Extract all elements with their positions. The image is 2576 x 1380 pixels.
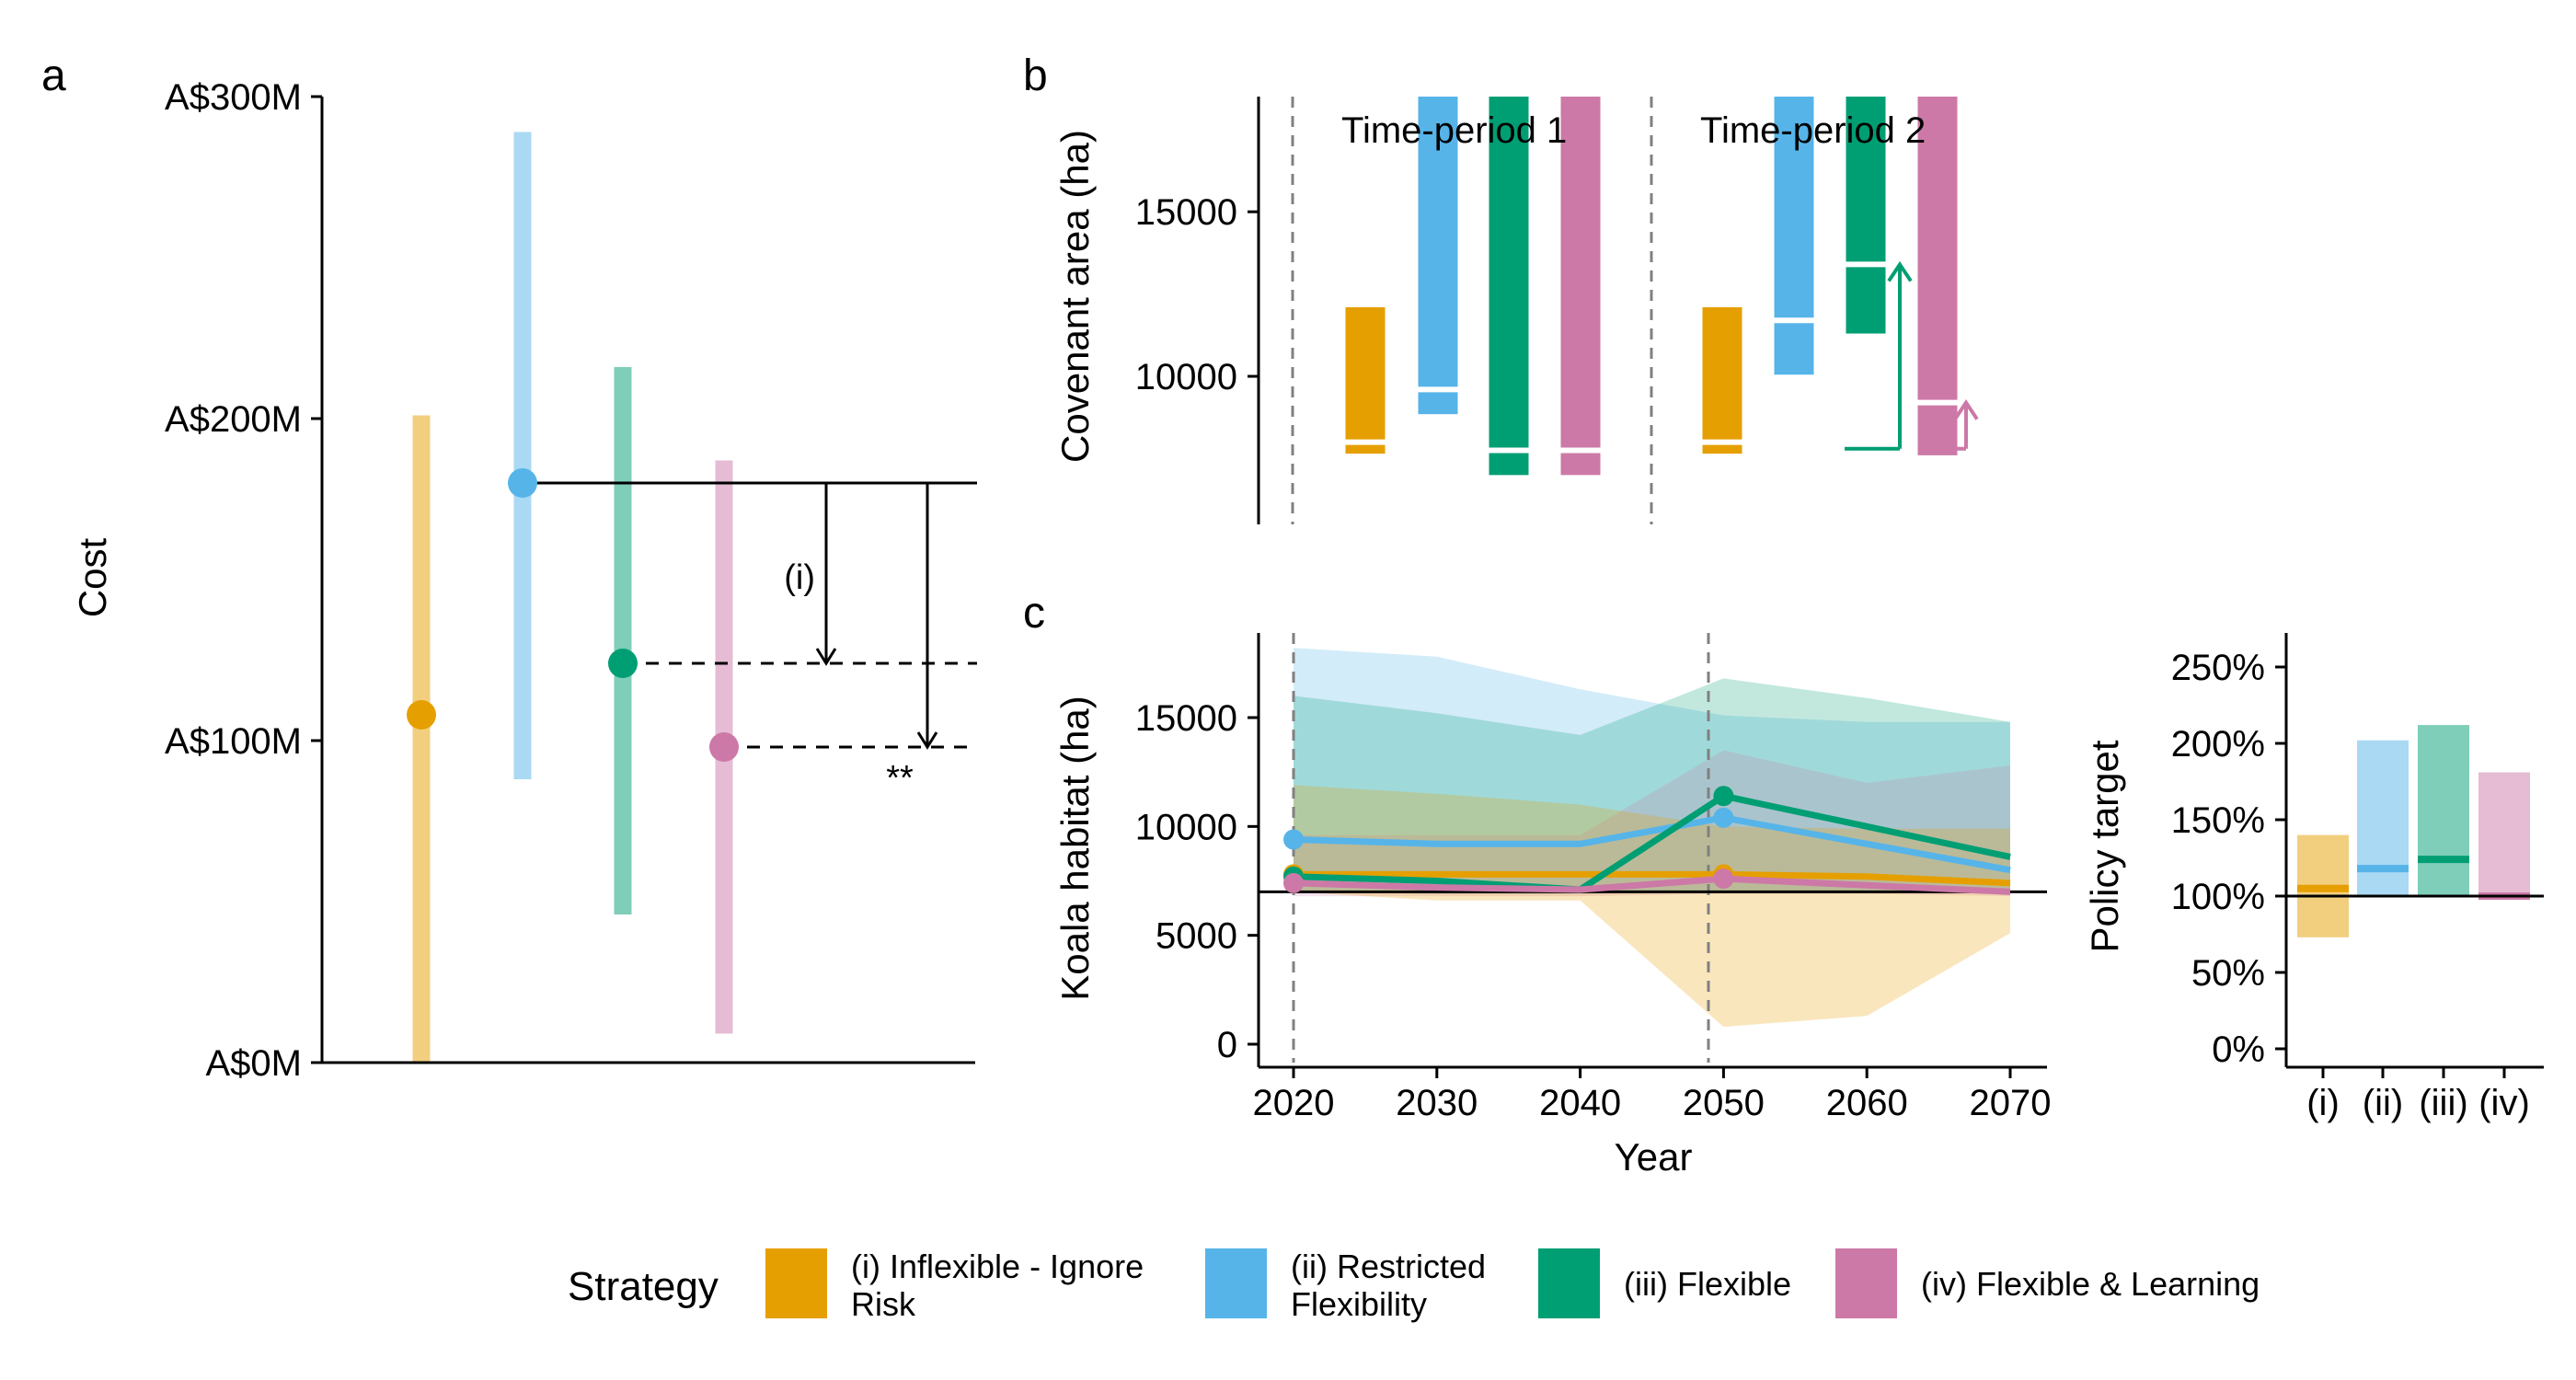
covenant-bar-p1-iv	[1560, 97, 1601, 476]
panel-a-y-axis-title: Cost	[71, 537, 114, 617]
habitat-point-iv-2050	[1713, 868, 1734, 890]
habitat-point-iii-2050	[1713, 786, 1734, 807]
covenant-bar-p2-ii	[1774, 97, 1814, 375]
covenant-bar-p1-ii	[1418, 97, 1458, 415]
panel-c-y-tick-label: 5000	[1156, 916, 1237, 957]
legend-label-ii: (ii) Restricted	[1291, 1248, 1486, 1285]
covenant-bar-p1-iii	[1489, 97, 1529, 476]
habitat-line-iv	[1293, 875, 2011, 895]
habitat-point-ii-2050	[1713, 807, 1734, 828]
habitat-ribbon-iv	[1294, 750, 2010, 897]
panel-b-y-tick-label: 10000	[1135, 357, 1237, 397]
legend-title: Strategy	[568, 1264, 719, 1309]
habitat-point-iv-2020	[1283, 872, 1304, 893]
panel-c-x-tick-label: 2030	[1396, 1083, 1478, 1123]
legend-item-iv: (iv) Flexible & Learning	[1835, 1248, 2260, 1318]
policy-bar-ii	[2357, 740, 2409, 896]
policy-y-tick-label: 0%	[2212, 1029, 2265, 1070]
legend-label-ii-line2: Flexibility	[1291, 1285, 1427, 1323]
policy-y-tick-label: 50%	[2191, 953, 2265, 994]
panel-c-x-tick-label: 2060	[1826, 1083, 1908, 1123]
panel-c-y-tick-label: 0	[1217, 1025, 1237, 1065]
policy-y-tick-label: 250%	[2171, 648, 2265, 688]
legend-label-i: (i) Inflexible - Ignore	[851, 1248, 1144, 1285]
legend-item-iii: (iii) Flexible	[1538, 1248, 1791, 1318]
policy-target-y-axis-title: Policy target	[2083, 740, 2126, 952]
panel-b-covenant-chart: b Time-period 1 Time-period 2 1000015000 …	[1023, 52, 1979, 524]
policy-x-tick-label: (iii)	[2419, 1083, 2467, 1123]
cost-arrow-i	[815, 483, 837, 666]
habitat-ribbon-ii	[1294, 648, 2010, 892]
panel-c-y-tick-label: 15000	[1135, 698, 1237, 739]
policy-bar-iii	[2418, 725, 2469, 896]
cost-annotation-i: (i)	[784, 558, 815, 597]
legend-swatch-iv	[1835, 1248, 1897, 1318]
policy-x-tick-label: (iv)	[2478, 1083, 2530, 1123]
cost-point-i	[407, 700, 436, 730]
legend-swatch-ii	[1205, 1248, 1267, 1318]
period-label-2: Time-period 2	[1700, 110, 1926, 151]
covenant-bar-p2-iii	[1846, 97, 1886, 334]
covenant-bar-p2-iv	[1917, 97, 1958, 455]
legend-swatch-iii	[1538, 1248, 1600, 1318]
panel-c-x-tick-label: 2040	[1539, 1083, 1621, 1123]
panel-c-habitat-chart: c 0 5000 10000 15000 2020 2030 2040 2050 2060 20…	[1023, 589, 2051, 1179]
policy-y-tick-label: 200%	[2171, 724, 2265, 765]
covenant-bar-p2-i	[1702, 306, 1742, 454]
policy-x-tick-label: (i)	[2306, 1083, 2340, 1123]
panel-c-x-tick-label: 2070	[1970, 1083, 2052, 1123]
panel-c-x-tick-label: 2020	[1253, 1083, 1335, 1123]
panel-a-y-tick-label: A$0M	[206, 1043, 303, 1084]
habitat-line-ii	[1293, 814, 2011, 874]
habitat-line-iii	[1293, 792, 2011, 893]
legend-swatch-i	[765, 1248, 827, 1318]
covenant-bar-p1-i	[1345, 306, 1386, 454]
panel-c-y-tick-label: 10000	[1135, 807, 1237, 847]
covenant-arrow-iii	[1845, 260, 1913, 451]
panel-b-y-tick-label: 15000	[1135, 192, 1237, 233]
panel-label-a: a	[41, 52, 66, 100]
legend-label-iii: (iii) Flexible	[1624, 1265, 1791, 1303]
cost-arrow-ii	[916, 483, 938, 750]
arrow-head	[1887, 260, 1913, 282]
covenant-arrow-iv	[1920, 399, 1979, 451]
habitat-point-ii-2020	[1283, 829, 1304, 850]
policy-y-tick-label: 100%	[2171, 877, 2265, 917]
panel-c-y-axis-title: Koala habitat (ha)	[1053, 696, 1097, 1001]
cost-point-iii	[608, 649, 638, 678]
legend-label-iv: (iv) Flexible & Learning	[1921, 1265, 2260, 1303]
panel-label-c: c	[1023, 589, 1045, 638]
cost-annotation-significance: **	[886, 759, 914, 798]
panel-a-y-tick-label: A$300M	[165, 77, 302, 118]
arrow-head	[1953, 399, 1979, 420]
habitat-line-i	[1294, 870, 2011, 887]
panel-c-x-tick-label: 2050	[1683, 1083, 1765, 1123]
panel-b-y-axis-title: Covenant area (ha)	[1053, 130, 1097, 463]
cost-point-ii	[508, 468, 537, 498]
policy-y-tick-label: 150%	[2171, 800, 2265, 841]
panel-c-policy-target-chart: 0% 50% 100% 150% 200% 250% (i) (ii) (iii) (iv) P…	[2083, 633, 2544, 1123]
policy-x-tick-label: (ii)	[2363, 1083, 2403, 1123]
panel-c-x-axis-title: Year	[1615, 1135, 1693, 1179]
policy-bar-iv	[2478, 772, 2530, 896]
legend-label-i-line2: Risk	[851, 1285, 916, 1323]
panel-a-y-tick-label: A$100M	[165, 721, 302, 762]
panel-label-b: b	[1023, 52, 1048, 100]
arrow-head	[815, 648, 837, 666]
period-label-1: Time-period 1	[1341, 110, 1567, 151]
arrow-head	[916, 731, 938, 750]
cost-point-iv	[709, 732, 739, 762]
panel-a-cost-chart: a (i) ** A$0M A$100M A$200M A$300M Cost	[41, 52, 977, 1084]
panel-a-y-tick-label: A$200M	[165, 399, 302, 440]
